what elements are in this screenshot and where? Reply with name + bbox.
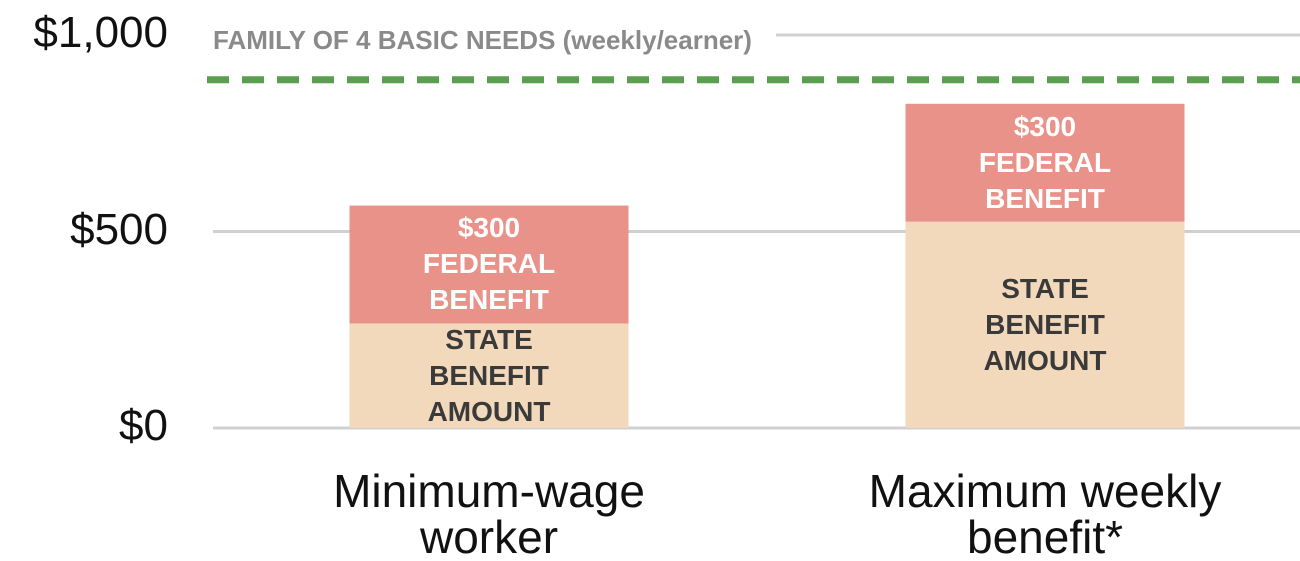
series-name: STATE BENEFIT AMOUNT <box>427 323 551 427</box>
bar-segment <box>349 323 629 428</box>
x-tick-label: Minimum-wage worker <box>333 465 645 561</box>
segment-label: $300 FEDERAL BENEFIT <box>906 104 1185 222</box>
segment-label: $300 FEDERAL BENEFIT <box>350 206 629 324</box>
y-tick-label: $1,000 <box>33 8 168 57</box>
y-tick-label: $500 <box>70 204 168 254</box>
x-tick-label: Maximum weekly benefit* <box>868 465 1222 561</box>
value-label: $300 <box>1013 110 1077 142</box>
bar-segment <box>349 205 629 324</box>
bar-segment <box>905 221 1185 428</box>
series-name: STATE BENEFIT AMOUNT <box>983 272 1107 376</box>
value-label: $300 <box>457 212 521 244</box>
segment-label: STATE BENEFIT AMOUNT <box>906 222 1185 428</box>
y-tick-label: $0 <box>119 401 168 450</box>
segment-label: STATE BENEFIT AMOUNT <box>350 323 629 428</box>
bar-segment <box>905 103 1185 222</box>
series-name: FEDERAL BENEFIT <box>978 146 1112 214</box>
reference-label: FAMILY OF 4 BASIC NEEDS (weekly/earner) <box>213 25 776 55</box>
series-name: FEDERAL BENEFIT <box>422 248 556 316</box>
